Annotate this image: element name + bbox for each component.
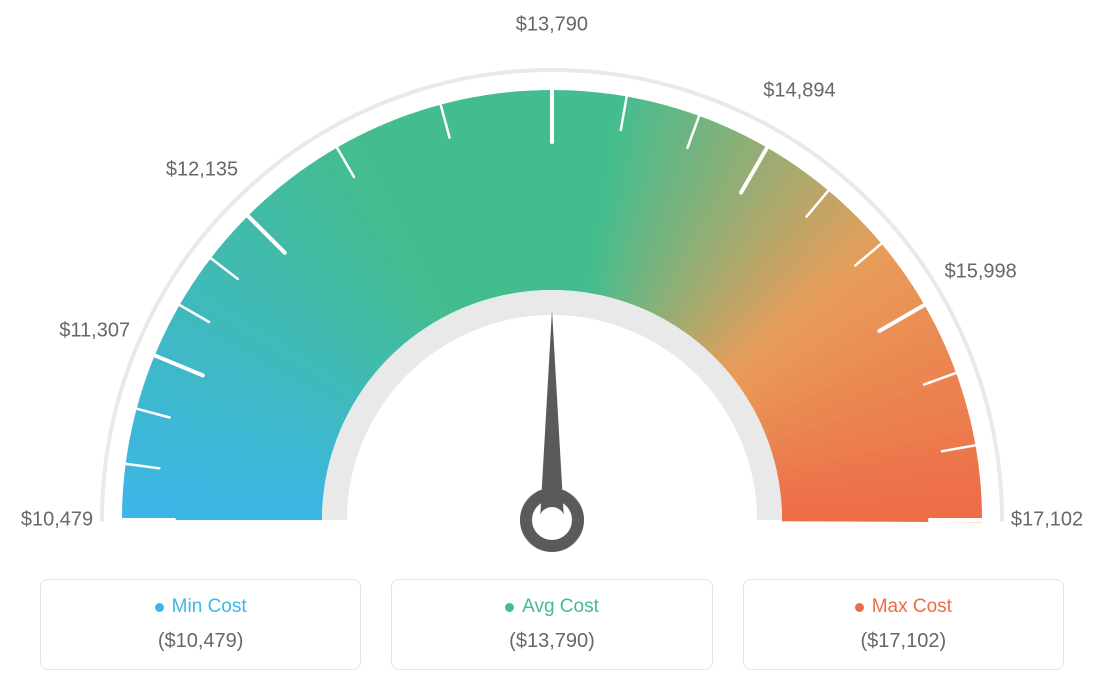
gauge-tick-label: $17,102: [1011, 509, 1083, 532]
gauge-tick-label: $14,894: [763, 80, 835, 103]
gauge-tick-label: $10,479: [21, 509, 93, 532]
gauge-tick-label: $11,307: [59, 319, 130, 342]
legend-card-max: Max Cost ($17,102): [743, 579, 1064, 670]
legend-title-text: Avg Cost: [522, 596, 599, 618]
gauge-tick-label: $13,790: [516, 14, 588, 37]
legend-title-avg: Avg Cost: [505, 596, 599, 618]
legend-title-min: Min Cost: [155, 596, 247, 618]
legend-title-max: Max Cost: [855, 596, 952, 618]
cost-gauge-chart: $10,479 $11,307 $12,135 $13,790 $14,894 $15,9…: [0, 0, 1104, 690]
legend-card-avg: Avg Cost ($13,790): [391, 579, 712, 670]
legend-title-text: Max Cost: [872, 596, 952, 618]
legend-value-min: ($10,479): [51, 630, 350, 653]
gauge-svg: [0, 0, 1104, 560]
gauge-tick-label: $12,135: [166, 158, 238, 181]
legend-row: Min Cost ($10,479) Avg Cost ($13,790) Ma…: [0, 579, 1104, 670]
dot-icon: [855, 603, 864, 612]
dot-icon: [155, 603, 164, 612]
dot-icon: [505, 603, 514, 612]
legend-value-max: ($17,102): [754, 630, 1053, 653]
legend-title-text: Min Cost: [172, 596, 247, 618]
legend-card-min: Min Cost ($10,479): [40, 579, 361, 670]
legend-value-avg: ($13,790): [402, 630, 701, 653]
gauge-tick-label: $15,998: [945, 261, 1017, 284]
gauge-area: $10,479 $11,307 $12,135 $13,790 $14,894 $15,9…: [0, 0, 1104, 560]
